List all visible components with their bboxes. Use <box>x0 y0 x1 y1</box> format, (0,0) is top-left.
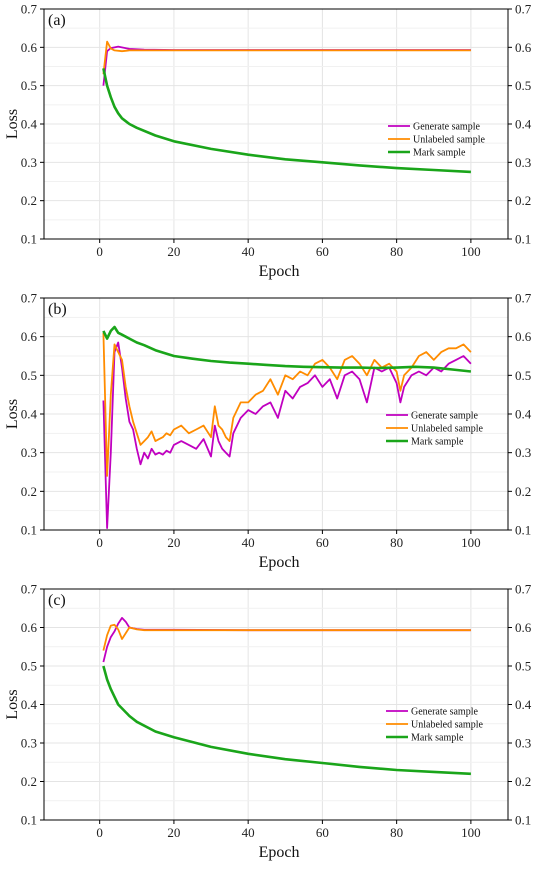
x-tick-label: 0 <box>96 244 103 259</box>
x-tick-label: 40 <box>242 825 255 840</box>
x-tick-label: 0 <box>96 825 103 840</box>
legend-label: Generate sample <box>411 707 478 718</box>
y-tick-label-left: 0.3 <box>21 155 37 170</box>
y-tick-label-left: 0.4 <box>21 697 38 712</box>
y-tick-label-right: 0.1 <box>515 523 531 538</box>
x-tick-label: 20 <box>167 825 180 840</box>
x-tick-label: 60 <box>316 535 329 550</box>
y-tick-label-right: 0.5 <box>515 368 531 383</box>
y-tick-label-right: 0.7 <box>515 582 532 597</box>
legend-label: Unlabeled sample <box>413 135 485 146</box>
series-line-unlabeled-sample <box>102 623 471 651</box>
x-tick-label: 20 <box>167 244 180 259</box>
y-tick-label-left: 0.6 <box>21 329 38 344</box>
x-axis-title: Epoch <box>259 554 300 571</box>
y-tick-label-left: 0.1 <box>21 813 37 828</box>
series-line-mark-sample <box>102 325 472 373</box>
y-tick-label-right: 0.7 <box>515 291 532 306</box>
y-tick-label-right: 0.4 <box>515 407 532 422</box>
x-tick-label: 100 <box>461 825 481 840</box>
x-tick-label: 40 <box>242 244 255 259</box>
x-tick-label: 80 <box>390 825 403 840</box>
y-tick-label-left: 0.7 <box>21 2 38 17</box>
chart-panel-1: 0 20 40 60 80 100 0.1 0.1 0.2 0.2 0.3 0.3 0.4 0.4 0.5 0… <box>4 2 532 281</box>
y-axis-title: Loss <box>4 399 21 429</box>
y-tick-label-left: 0.7 <box>21 291 38 306</box>
y-tick-label-right: 0.6 <box>515 620 532 635</box>
legend-label: Mark sample <box>411 733 464 744</box>
series-line-mark-sample <box>102 68 471 174</box>
y-axis-title: Loss <box>4 109 21 139</box>
y-tick-label-right: 0.5 <box>515 78 531 93</box>
legend: Generate sample Unlabeled sample Mark samp… <box>388 122 485 159</box>
y-tick-label-right: 0.4 <box>515 697 532 712</box>
y-tick-label-left: 0.3 <box>21 736 37 751</box>
chart-panel-3: 0 20 40 60 80 100 0.1 0.1 0.2 0.2 0.3 0.3 0.4 0.4 0.5 0… <box>4 582 532 862</box>
y-tick-label-right: 0.2 <box>515 774 531 789</box>
y-tick-label-right: 0.5 <box>515 659 531 674</box>
y-tick-label-right: 0.2 <box>515 193 531 208</box>
y-tick-label-left: 0.2 <box>21 193 37 208</box>
legend-label: Mark sample <box>411 437 464 448</box>
chart-panel-2: 0 20 40 60 80 100 0.1 0.1 0.2 0.2 0.3 0.3 0.4 0.4 0.5 0… <box>4 291 532 572</box>
y-tick-label-left: 0.5 <box>21 78 37 93</box>
legend-label: Generate sample <box>413 122 480 133</box>
legend-label: Generate sample <box>411 411 478 422</box>
x-tick-label: 60 <box>316 825 329 840</box>
y-tick-label-right: 0.4 <box>515 117 532 132</box>
y-tick-label-left: 0.4 <box>21 117 38 132</box>
series-line-generate-sample <box>102 341 472 529</box>
panel-label: (a) <box>48 12 66 29</box>
y-tick-label-left: 0.4 <box>21 407 38 422</box>
x-tick-label: 60 <box>316 244 329 259</box>
y-tick-label-left: 0.6 <box>21 620 38 635</box>
y-tick-label-left: 0.2 <box>21 484 37 499</box>
legend-label: Mark sample <box>413 148 466 159</box>
y-tick-label-left: 0.5 <box>21 659 37 674</box>
y-tick-label-left: 0.1 <box>21 523 37 538</box>
y-tick-label-left: 0.7 <box>21 582 38 597</box>
y-tick-label-left: 0.3 <box>21 445 37 460</box>
x-tick-label: 100 <box>461 244 481 259</box>
y-tick-label-left: 0.2 <box>21 774 37 789</box>
y-tick-label-right: 0.6 <box>515 40 532 55</box>
y-tick-label-left: 0.6 <box>21 40 38 55</box>
series-line-unlabeled-sample <box>102 332 472 477</box>
x-tick-label: 0 <box>96 535 103 550</box>
legend-label: Unlabeled sample <box>411 424 483 435</box>
legend-label: Unlabeled sample <box>411 720 483 731</box>
y-tick-label-left: 0.1 <box>21 232 37 247</box>
x-axis-title: Epoch <box>259 844 300 861</box>
y-tick-label-right: 0.2 <box>515 484 531 499</box>
series-line-mark-sample <box>102 665 471 776</box>
y-tick-label-right: 0.1 <box>515 813 531 828</box>
panel-label: (b) <box>48 301 67 318</box>
y-tick-label-right: 0.1 <box>515 232 531 247</box>
y-axis-title: Loss <box>4 689 21 719</box>
x-axis-title: Epoch <box>259 263 300 280</box>
legend: Generate sample Unlabeled sample Mark samp… <box>386 411 483 448</box>
x-tick-label: 20 <box>167 535 180 550</box>
y-tick-label-right: 0.6 <box>515 329 532 344</box>
y-tick-label-right: 0.3 <box>515 736 531 751</box>
y-tick-label-left: 0.5 <box>21 368 37 383</box>
series-line-unlabeled-sample <box>102 40 471 75</box>
y-tick-label-right: 0.7 <box>515 2 532 17</box>
x-tick-label: 40 <box>242 535 255 550</box>
series-line-generate-sample <box>102 617 471 663</box>
panel-label: (c) <box>48 592 66 609</box>
x-tick-label: 100 <box>461 535 481 550</box>
legend: Generate sample Unlabeled sample Mark samp… <box>386 707 483 744</box>
y-tick-label-right: 0.3 <box>515 155 531 170</box>
y-tick-label-right: 0.3 <box>515 445 531 460</box>
x-tick-label: 80 <box>390 244 403 259</box>
x-tick-label: 80 <box>390 535 403 550</box>
